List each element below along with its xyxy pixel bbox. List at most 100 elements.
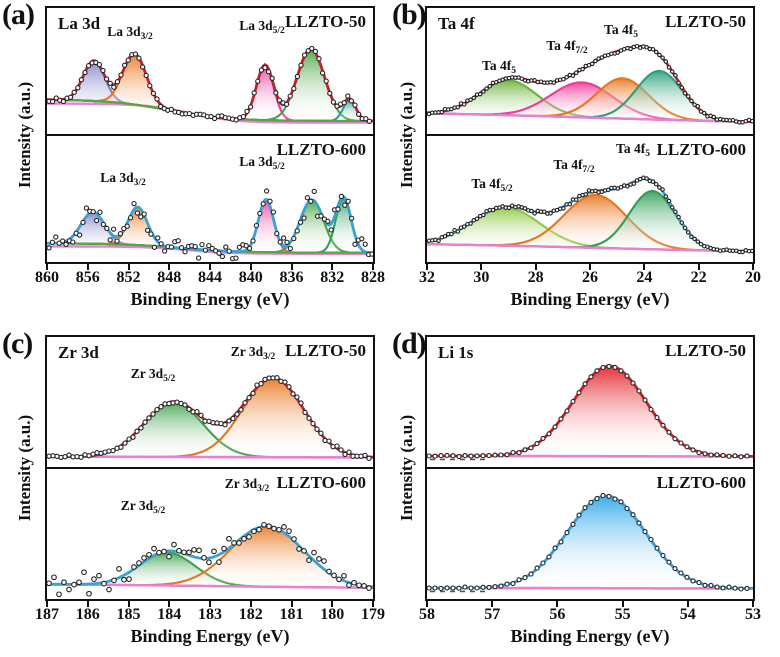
x-tick-label: 179 bbox=[361, 606, 385, 623]
peak-label: Ta 4f7/2 bbox=[553, 157, 595, 175]
peak-label: La 3d3/2 bbox=[100, 170, 146, 188]
x-tick-label: 844 bbox=[198, 269, 222, 286]
spectrum-plot bbox=[427, 363, 753, 461]
y-axis-label-wrap: Intensity (a.u.) bbox=[394, 335, 420, 601]
peak-label: La 3d5/2 bbox=[239, 18, 285, 36]
fit-peaks bbox=[47, 47, 373, 123]
x-tick-mark bbox=[249, 264, 252, 270]
x-tick-mark bbox=[621, 601, 624, 607]
sample-label: LLZTO-600 bbox=[656, 140, 746, 159]
x-tick-label: 58 bbox=[419, 606, 435, 623]
spectrum-plot bbox=[47, 521, 373, 598]
plot-area: Ta 4f LLZTO-50 Ta 4f5 Ta 4f7/2 Ta 4f5 LLZTO-6… bbox=[419, 6, 761, 310]
sample-label: LLZTO-600 bbox=[276, 473, 366, 492]
x-tick-mark bbox=[168, 264, 171, 270]
x-ticks: 58 57 56 55 54 53 bbox=[419, 601, 761, 625]
x-tick-label: 828 bbox=[361, 269, 385, 286]
fit-peaks bbox=[427, 189, 753, 253]
baseline-line bbox=[47, 245, 371, 255]
subpanel-bottom: LLZTO-600 La 3d3/2 La 3d5/2 bbox=[47, 136, 373, 262]
data-points bbox=[47, 45, 373, 124]
spectrum-layers bbox=[427, 493, 753, 593]
baseline-line bbox=[47, 455, 371, 459]
x-tick-label: 836 bbox=[279, 269, 304, 286]
x-tick-label: 832 bbox=[320, 269, 345, 286]
x-ticks: 32 30 28 26 24 22 20 bbox=[419, 264, 761, 288]
x-tick-mark bbox=[86, 601, 89, 607]
panel-a: (a) Intensity (a.u.) La 3d LLZTO-50 La 3d3/2… bbox=[0, 0, 390, 328]
fit-peaks bbox=[47, 377, 373, 459]
spectrum-plot bbox=[427, 43, 753, 125]
x-tick-label: 860 bbox=[35, 269, 59, 286]
x-tick-mark bbox=[491, 601, 494, 607]
spectrum-plot bbox=[47, 188, 373, 262]
x-tick-mark bbox=[86, 264, 89, 270]
spectrum-title: Ta 4f bbox=[438, 14, 475, 33]
x-tick-label: 183 bbox=[198, 606, 222, 623]
x-tick-label: 187 bbox=[35, 606, 59, 623]
data-points bbox=[427, 363, 750, 460]
peak-label: Ta 4f7/2 bbox=[546, 38, 588, 56]
baseline-line bbox=[47, 583, 372, 589]
peak-label: Zr 3d5/2 bbox=[120, 498, 166, 516]
panel-b: (b) Intensity (a.u.) Ta 4f LLZTO-50 Ta 4f5 Ta… bbox=[390, 0, 780, 328]
x-tick-mark bbox=[643, 264, 646, 270]
spectrum-plot bbox=[47, 45, 373, 124]
y-axis-label: Intensity (a.u.) bbox=[15, 414, 35, 522]
spectrum-title: Li 1s bbox=[438, 343, 474, 362]
x-tick-mark bbox=[372, 264, 374, 270]
fit-peak bbox=[427, 495, 753, 589]
y-axis-label: Intensity (a.u.) bbox=[397, 81, 417, 189]
x-tick-label: 26 bbox=[582, 269, 598, 286]
x-tick-mark bbox=[127, 264, 130, 270]
spectrum-layers bbox=[47, 188, 373, 262]
x-tick-mark bbox=[480, 264, 483, 270]
peak-label: Zr 3d3/2 bbox=[230, 344, 276, 362]
plot-area: Zr 3d LLZTO-50 Zr 3d5/2 Zr 3d3/2 LLZTO-600 Zr… bbox=[35, 335, 385, 647]
x-tick-label: 53 bbox=[745, 606, 761, 623]
x-tick-label: 840 bbox=[238, 269, 263, 286]
spectrum-layers bbox=[47, 521, 373, 598]
x-tick-label: 28 bbox=[527, 269, 544, 286]
data-points bbox=[47, 188, 373, 262]
panel-d: (d) Intensity (a.u.) Li 1s LLZTO-50 LLZTO-60… bbox=[390, 327, 780, 657]
subpanel-top: La 3d LLZTO-50 La 3d3/2 La 3d5/2 bbox=[47, 8, 373, 136]
data-points bbox=[47, 375, 372, 461]
y-axis-label-wrap: Intensity (a.u.) bbox=[12, 335, 38, 601]
spectrum-layers bbox=[427, 175, 753, 255]
x-tick-mark bbox=[249, 601, 252, 607]
peak-label: Ta 4f5 bbox=[604, 22, 638, 40]
x-tick-label: 186 bbox=[75, 606, 100, 623]
spectrum-plot bbox=[47, 375, 373, 461]
x-tick-mark bbox=[426, 264, 428, 270]
sample-label: LLZTO-50 bbox=[285, 341, 366, 360]
x-tick-label: 182 bbox=[238, 606, 263, 623]
x-tick-mark bbox=[752, 264, 754, 270]
fit-peaks bbox=[427, 495, 753, 589]
data-points bbox=[427, 493, 750, 592]
fit-peak bbox=[427, 366, 753, 457]
data-points bbox=[427, 43, 753, 125]
x-tick-label: 852 bbox=[116, 269, 141, 286]
plot-box: Zr 3d LLZTO-50 Zr 3d5/2 Zr 3d3/2 LLZTO-600 Zr… bbox=[45, 335, 375, 601]
x-axis-label: Binding Energy (eV) bbox=[510, 626, 670, 646]
x-tick-label: 181 bbox=[279, 606, 304, 623]
y-axis-label: Intensity (a.u.) bbox=[397, 414, 417, 522]
y-axis-label: Intensity (a.u.) bbox=[15, 81, 35, 189]
panel-letter: (b) bbox=[392, 0, 427, 31]
x-tick-label: 32 bbox=[419, 269, 435, 286]
spectrum-layers bbox=[427, 363, 753, 461]
x-tick-label: 856 bbox=[75, 269, 100, 286]
spectrum-title: Zr 3d bbox=[58, 343, 99, 362]
x-tick-label: 184 bbox=[157, 606, 182, 623]
panel-c: (c) Intensity (a.u.) Zr 3d LLZTO-50 Zr 3d5/2… bbox=[0, 327, 390, 657]
x-axis-label: Binding Energy (eV) bbox=[510, 289, 670, 309]
peak-label: Zr 3d3/2 bbox=[224, 476, 270, 494]
plot-box: Li 1s LLZTO-50 LLZTO-600 bbox=[425, 335, 755, 601]
x-ticks: 860 856 852 848 844 840 836 832 828 bbox=[35, 264, 385, 288]
x-tick-label: 57 bbox=[484, 606, 501, 623]
subpanel-top: Zr 3d LLZTO-50 Zr 3d5/2 Zr 3d3/2 bbox=[47, 337, 373, 469]
peak-label: Zr 3d5/2 bbox=[130, 366, 176, 384]
spectrum-layers bbox=[47, 375, 373, 461]
subpanel-bottom: LLZTO-600 Ta 4f5/2 Ta 4f7/2 Ta 4f5 bbox=[427, 136, 753, 262]
